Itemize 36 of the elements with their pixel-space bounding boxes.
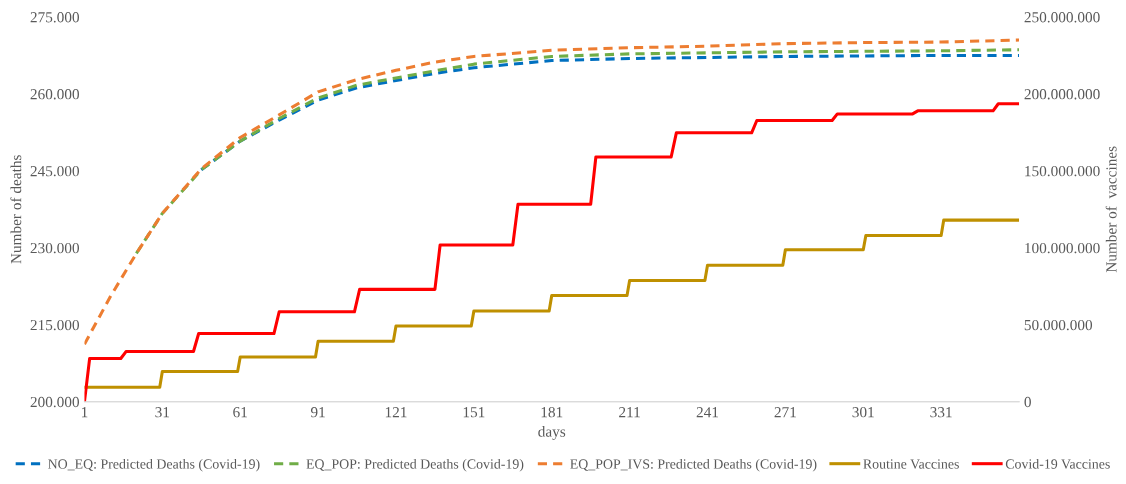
legend-label: NO_EQ: Predicted Deaths (Covid-19) [48, 458, 260, 472]
x-tick-label: 1 [81, 407, 88, 418]
y-tick-label: 215.000 [30, 319, 80, 331]
y2-tick-label: 250.000.000 [1024, 12, 1100, 23]
y-tick-label: 245.000 [30, 165, 80, 177]
x-tick-label: 31 [155, 407, 170, 418]
legend-label: Routine Vaccines [863, 459, 959, 469]
x-tick-label: 331 [930, 407, 952, 418]
line-series [84, 38, 1020, 346]
y-axis-title: Number of deaths [10, 155, 22, 264]
x-axis-title: days [538, 425, 566, 440]
line-series [134, 48, 1020, 255]
x-tick-label: 181 [541, 407, 563, 418]
x-tick-label: 121 [385, 407, 407, 418]
y2-axis-title: Number of vaccines [1105, 146, 1117, 273]
y2-tick-label: 150.000.000 [1025, 165, 1100, 177]
y2-tick-label: 100.000.000 [1025, 242, 1100, 254]
y-tick-label: 230.000 [30, 242, 80, 254]
y2-tick-label: 200.000.000 [1024, 89, 1100, 100]
x-tick-label: 91 [310, 407, 325, 418]
legend-label: Covid-19 Vaccines [1005, 458, 1110, 469]
x-tick-label: 61 [233, 407, 247, 418]
legend-label: EQ_POP: Predicted Deaths (Covid-19) [306, 458, 524, 472]
y2-tick-label: 0 [1024, 396, 1031, 408]
legend-label: EQ_POP_IVS: Predicted Deaths (Covid-19) [570, 458, 817, 472]
x-tick-label: 211 [619, 407, 640, 418]
x-tick-label: 241 [696, 407, 719, 418]
x-tick-label: 151 [463, 407, 485, 418]
x-tick-label: 271 [774, 407, 796, 418]
y-tick-label: 260.000 [30, 89, 80, 100]
x-tick-label: 301 [852, 407, 874, 418]
line-series [199, 53, 1020, 172]
y2-tick-label: 50.000.000 [1024, 319, 1093, 331]
y-tick-label: 275.000 [30, 12, 80, 23]
line-series [84, 102, 1020, 402]
y-tick-label: 200.000 [30, 396, 80, 408]
